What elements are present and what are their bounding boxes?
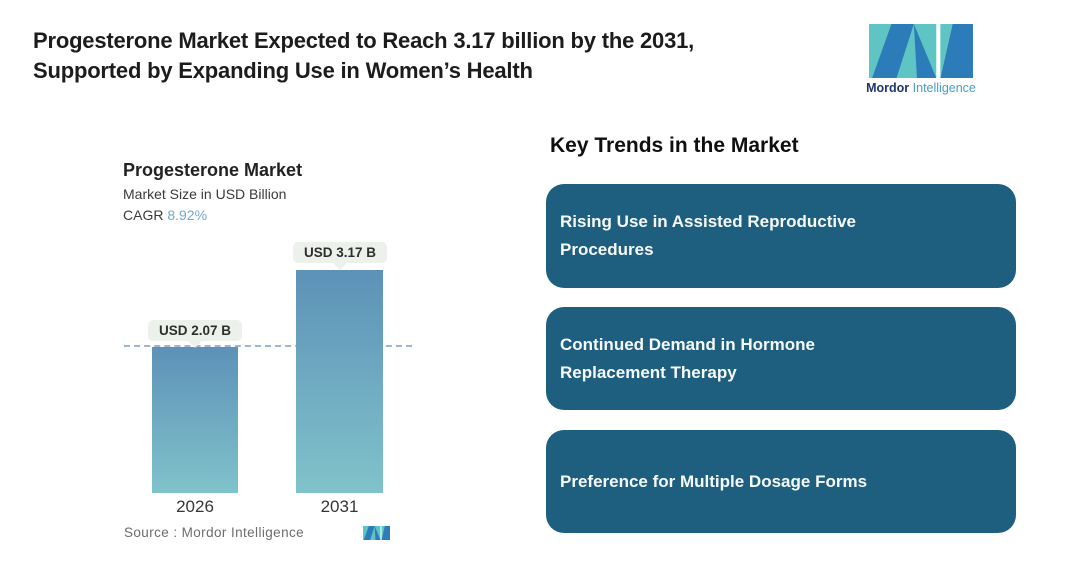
trend-card-2: Continued Demand in Hormone Replacement … <box>546 307 1016 410</box>
trend-card-text: Preference for Multiple Dosage Forms <box>560 471 868 491</box>
page-title-line-2: Supported by Expanding Use in Women’s He… <box>33 58 533 83</box>
mordor-logo-icon <box>869 24 973 78</box>
trend-card-text: Replacement Therapy <box>560 362 737 382</box>
key-trends-heading: Key Trends in the Market <box>550 134 799 157</box>
trend-card-text: Continued Demand in Hormone <box>560 334 815 354</box>
chart-subtitle: Market Size in USD Billion <box>123 186 287 202</box>
brand-name-light: Intelligence <box>912 81 976 95</box>
trend-card-1: Rising Use in Assisted Reproductive Proc… <box>546 184 1016 288</box>
key-trends-section: Key Trends in the Market Rising Use in A… <box>546 130 1016 568</box>
mordor-intelligence-logo: Mordor Intelligence <box>866 24 976 95</box>
trend-card-text: Rising Use in Assisted Reproductive <box>560 212 856 231</box>
mordor-logo-icon <box>363 526 390 540</box>
chart-title: Progesterone Market <box>123 160 303 180</box>
market-size-chart: Progesterone Market Market Size in USD B… <box>110 150 455 560</box>
page-title: Progesterone Market Expected to Reach 3.… <box>33 26 833 86</box>
trend-card-text: Procedures <box>560 240 654 259</box>
value-label-2031: USD 3.17 B <box>292 242 388 263</box>
value-label-2026: USD 2.07 B <box>147 320 243 341</box>
chart-source: Source : Mordor Intelligence <box>124 525 305 540</box>
bar-2031 <box>296 270 383 493</box>
brand-name-bold: Mordor <box>866 81 910 95</box>
chart-cagr: CAGR 8.92% <box>123 207 207 223</box>
reference-line <box>124 345 412 347</box>
mordor-logo-text: Mordor Intelligence <box>866 81 976 95</box>
trend-card-3: Preference for Multiple Dosage Forms <box>546 430 1016 533</box>
bar-2026 <box>152 347 238 493</box>
axis-label-2031: 2031 <box>320 497 359 516</box>
cagr-label: CAGR <box>123 207 164 223</box>
cagr-value: 8.92% <box>167 207 208 223</box>
mordor-logo-icon-small <box>363 526 390 540</box>
axis-label-2026: 2026 <box>176 497 214 516</box>
page-title-line-1: Progesterone Market Expected to Reach 3.… <box>33 28 695 53</box>
